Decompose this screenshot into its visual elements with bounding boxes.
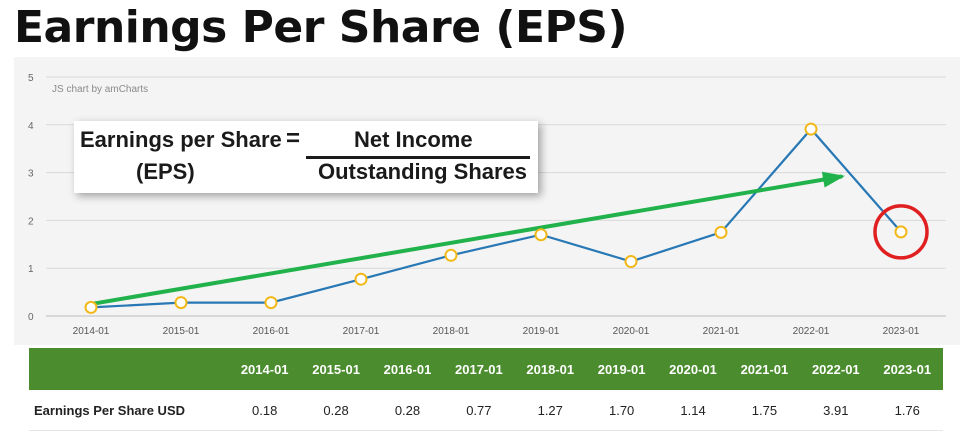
table-header-cell: 2017-01	[443, 348, 515, 390]
table-cell: 0.18	[229, 390, 301, 431]
table-header-cell: 2015-01	[300, 348, 372, 390]
table-cell: 1.27	[514, 390, 586, 431]
x-tick-label: 2022-01	[793, 326, 830, 337]
chart-credit: JS chart by amCharts	[52, 84, 148, 95]
table-header-cell: 2023-01	[871, 348, 943, 390]
data-point	[894, 225, 908, 239]
data-point	[174, 296, 188, 310]
y-tick-label: 5	[28, 73, 34, 84]
x-tick-label: 2014-01	[73, 326, 110, 337]
table-cell: 3.91	[800, 390, 872, 431]
trend-arrow-head	[821, 171, 845, 188]
y-tick-label: 3	[28, 169, 34, 180]
eps-series-line	[90, 127, 902, 309]
x-tick-label: 2016-01	[253, 326, 290, 337]
data-point	[444, 248, 458, 262]
data-point	[84, 300, 98, 314]
x-tick-label: 2020-01	[613, 326, 650, 337]
data-point	[714, 225, 728, 239]
table-header-row: 2014-01 2015-01 2016-01 2017-01 2018-01 …	[29, 348, 943, 390]
table-header-cell: 2021-01	[728, 348, 801, 390]
formula-equals: =	[286, 125, 301, 152]
data-point	[534, 228, 548, 242]
table-cell: 0.77	[443, 390, 515, 431]
table-cell: 1.14	[657, 390, 729, 431]
y-tick-label: 0	[28, 312, 34, 323]
eps-data-table: 2014-01 2015-01 2016-01 2017-01 2018-01 …	[29, 348, 943, 431]
x-tick-label: 2019-01	[523, 326, 560, 337]
page-title: Earnings Per Share (EPS)	[14, 2, 628, 53]
data-point	[804, 122, 818, 136]
table-header-cell: 2016-01	[371, 348, 444, 390]
table-row: Earnings Per Share USD 0.18 0.28 0.28 0.…	[29, 390, 943, 431]
formula-denominator: Outstanding Shares	[318, 159, 528, 184]
highlight-circle	[873, 204, 929, 260]
table-header-cell: 2014-01	[229, 348, 301, 390]
trend-arrow-shaft	[89, 174, 843, 307]
chart-svg: 0 1 2 3 4 5 JS chart by amCharts 2014-01 2015-01…	[28, 73, 946, 337]
x-tick-label: 2018-01	[433, 326, 470, 337]
y-tick-label: 2	[28, 216, 34, 227]
table-cell: 0.28	[300, 390, 372, 431]
x-tick-label: 2021-01	[703, 326, 740, 337]
eps-chart: 0 1 2 3 4 5 JS chart by amCharts 2014-01 2015-01…	[14, 57, 960, 345]
formula-fraction-bar	[306, 156, 530, 159]
table-row-label: Earnings Per Share USD	[29, 390, 229, 431]
table-cell: 0.28	[371, 390, 444, 431]
table-cell: 1.76	[871, 390, 943, 431]
data-point	[354, 272, 368, 286]
table-header-cell: 2022-01	[800, 348, 872, 390]
table-corner-cell	[29, 348, 229, 390]
formula-label-line2: (EPS)	[136, 159, 195, 184]
data-point	[624, 255, 638, 269]
data-point	[264, 296, 278, 310]
table-header-cell: 2018-01	[514, 348, 586, 390]
y-tick-label: 4	[28, 121, 34, 132]
table-cell: 1.70	[585, 390, 658, 431]
eps-formula-box: Earnings per Share (EPS) = Net Income Ou…	[74, 121, 538, 193]
x-tick-label: 2023-01	[883, 326, 920, 337]
formula-numerator: Net Income	[354, 127, 473, 152]
x-tick-label: 2015-01	[163, 326, 200, 337]
table-header-cell: 2020-01	[657, 348, 729, 390]
x-tick-label: 2017-01	[343, 326, 380, 337]
y-tick-label: 1	[28, 264, 34, 275]
table-header-cell: 2019-01	[585, 348, 658, 390]
formula-label-line1: Earnings per Share	[80, 127, 282, 152]
table-cell: 1.75	[728, 390, 801, 431]
